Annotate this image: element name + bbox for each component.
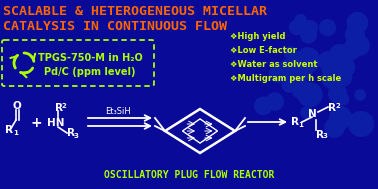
Circle shape <box>338 118 349 129</box>
Circle shape <box>277 59 301 83</box>
Circle shape <box>301 106 313 119</box>
Text: TPGS-750-M in H₂O: TPGS-750-M in H₂O <box>38 53 143 63</box>
Text: ❖Water as solvent: ❖Water as solvent <box>230 60 318 69</box>
Circle shape <box>282 78 296 92</box>
Circle shape <box>347 12 368 33</box>
Circle shape <box>330 107 352 129</box>
Text: R: R <box>316 130 324 140</box>
Circle shape <box>284 46 297 60</box>
Text: SCALABLE & HETEROGENEOUS MICELLAR: SCALABLE & HETEROGENEOUS MICELLAR <box>3 5 267 18</box>
Text: HN: HN <box>47 118 65 128</box>
Text: O: O <box>12 101 22 111</box>
Circle shape <box>325 118 344 137</box>
Polygon shape <box>183 119 217 143</box>
Text: ❖Low E-factor: ❖Low E-factor <box>230 46 297 55</box>
Circle shape <box>342 41 361 60</box>
Circle shape <box>336 93 349 105</box>
Circle shape <box>254 97 272 115</box>
Text: CATALYSIS IN CONTINUOUS FLOW: CATALYSIS IN CONTINUOUS FLOW <box>3 20 227 33</box>
Text: 2: 2 <box>335 103 340 109</box>
Circle shape <box>295 48 320 73</box>
Circle shape <box>322 66 344 89</box>
Circle shape <box>321 52 347 79</box>
Circle shape <box>334 57 355 77</box>
Circle shape <box>329 44 350 65</box>
Circle shape <box>301 27 316 43</box>
Circle shape <box>319 19 336 36</box>
Text: +: + <box>30 116 42 130</box>
Circle shape <box>269 66 286 82</box>
Polygon shape <box>165 109 235 153</box>
Text: Et₃SiH: Et₃SiH <box>105 107 131 116</box>
Circle shape <box>289 57 313 81</box>
Circle shape <box>349 111 374 137</box>
Text: R: R <box>55 103 63 113</box>
Circle shape <box>355 90 366 101</box>
Circle shape <box>303 21 318 35</box>
Circle shape <box>292 80 311 99</box>
Text: ❖Multigram per h scale: ❖Multigram per h scale <box>230 74 341 83</box>
Text: OSCILLATORY PLUG FLOW REACTOR: OSCILLATORY PLUG FLOW REACTOR <box>104 170 274 180</box>
Circle shape <box>350 35 369 55</box>
Circle shape <box>266 93 284 110</box>
Circle shape <box>295 14 307 26</box>
Circle shape <box>333 68 352 87</box>
Text: 1: 1 <box>13 130 18 136</box>
Text: R: R <box>5 125 13 135</box>
Text: R: R <box>291 117 299 127</box>
Circle shape <box>298 82 322 107</box>
Circle shape <box>289 20 305 35</box>
Circle shape <box>277 62 294 78</box>
Circle shape <box>346 34 364 53</box>
Text: Pd/C (ppm level): Pd/C (ppm level) <box>44 67 136 77</box>
Circle shape <box>318 52 336 70</box>
FancyBboxPatch shape <box>2 40 154 86</box>
Text: ❖High yield: ❖High yield <box>230 32 285 41</box>
Text: 2: 2 <box>62 103 67 109</box>
Circle shape <box>328 84 347 103</box>
Text: 3: 3 <box>323 133 328 139</box>
Text: R: R <box>328 103 336 113</box>
Text: N: N <box>308 109 316 119</box>
Circle shape <box>345 25 365 44</box>
Text: 1: 1 <box>298 122 303 128</box>
Text: 3: 3 <box>74 133 79 139</box>
Text: R: R <box>67 128 75 138</box>
